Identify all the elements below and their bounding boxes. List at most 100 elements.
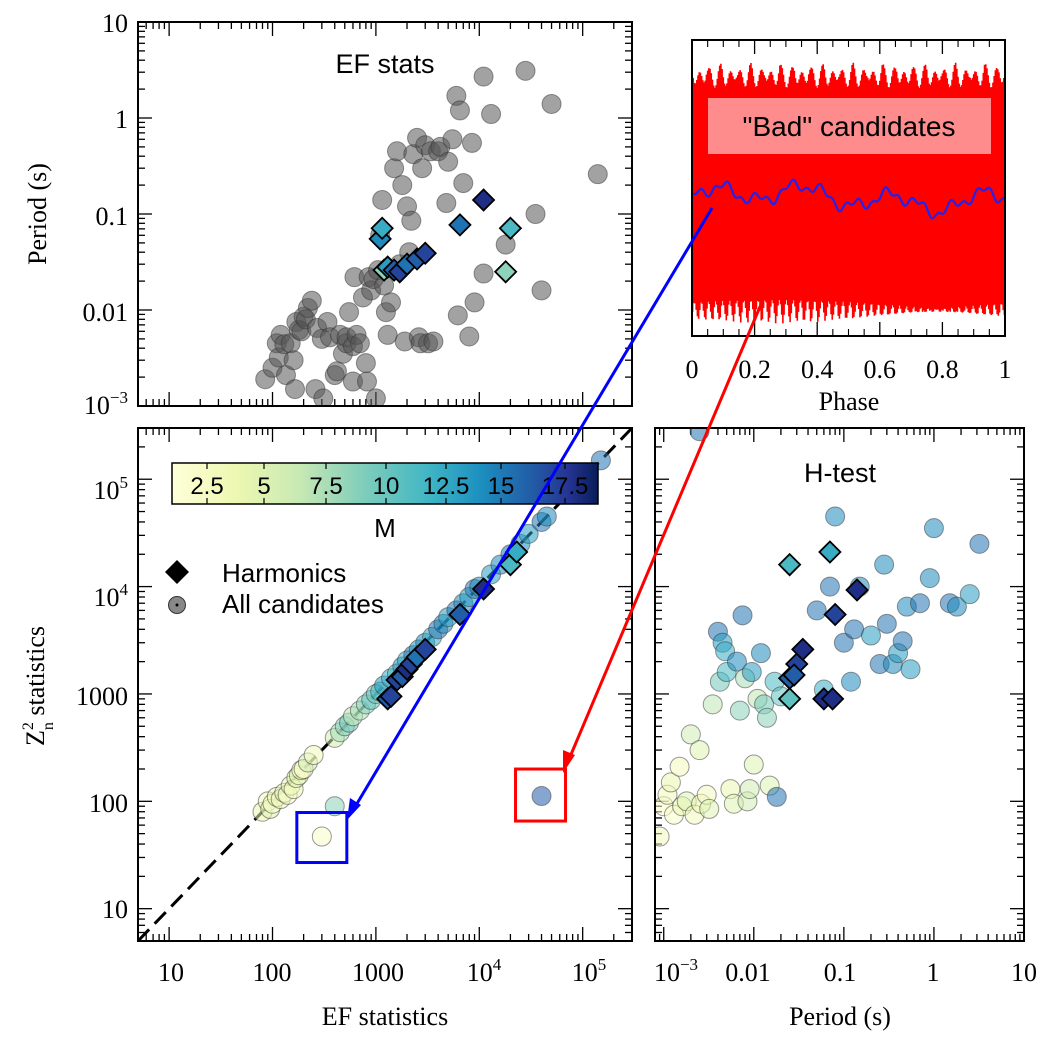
ef-candidate-point bbox=[473, 66, 494, 87]
bad-title-background bbox=[708, 98, 991, 154]
zn-xtick-label: 10 bbox=[158, 958, 184, 987]
bad-profile-trace bbox=[692, 62, 1005, 324]
ef-harmonic-point bbox=[413, 241, 437, 266]
h-candidate-point bbox=[946, 596, 967, 617]
ef-candidate-point bbox=[392, 175, 413, 196]
colorbar-tick-label: 12.5 bbox=[423, 473, 470, 500]
h-xtick-label: 10 bbox=[1011, 958, 1037, 987]
arrows bbox=[347, 207, 772, 820]
h-candidate-point bbox=[699, 798, 720, 819]
ef-candidate-point bbox=[453, 173, 474, 194]
blue-arrow-head bbox=[347, 798, 361, 820]
bad-frame bbox=[691, 39, 1006, 337]
ef-candidate-point bbox=[313, 388, 334, 406]
ef-candidate-point bbox=[525, 204, 546, 224]
zn-harmonic-point bbox=[448, 602, 472, 627]
ef-ytick-label: 0.1 bbox=[96, 202, 129, 231]
colorbar-tick-label: 5 bbox=[257, 473, 270, 500]
zn-candidate-point bbox=[536, 506, 557, 527]
bad-xtick-label: 0 bbox=[686, 355, 699, 384]
bad-xtick-label: 0.6 bbox=[864, 355, 897, 384]
zn-xtick-label: 100 bbox=[253, 958, 292, 987]
h-xtick-label: 0.1 bbox=[824, 958, 857, 987]
zn-candidate-point bbox=[303, 745, 324, 766]
red-arrow-line bbox=[565, 282, 772, 765]
h-candidate-point bbox=[919, 568, 940, 589]
ef-harmonic-point bbox=[493, 260, 518, 284]
bad-traces bbox=[692, 62, 1005, 324]
h-xtick-label: 0.01 bbox=[725, 958, 771, 987]
ef-candidate-point bbox=[326, 361, 347, 382]
blue-highlight-box bbox=[295, 811, 349, 865]
bad-xtick-label: 1 bbox=[999, 355, 1012, 384]
ef-candidate-point bbox=[423, 331, 444, 352]
zn-harmonic-point bbox=[379, 684, 403, 709]
h-candidate-point bbox=[732, 605, 753, 626]
colorbar-tick-label: 10 bbox=[373, 473, 400, 500]
ef-harmonic-point bbox=[471, 188, 496, 212]
ef-candidate-point bbox=[515, 60, 536, 81]
ef-candidate-point bbox=[387, 141, 408, 162]
colorbar-tick-label: 2.5 bbox=[190, 473, 223, 500]
h-harmonic-point bbox=[818, 540, 842, 564]
h-candidate-point bbox=[806, 600, 827, 621]
ef-candidate-point bbox=[377, 324, 398, 345]
h-candidate-point bbox=[655, 826, 670, 847]
ef-harmonic-point bbox=[368, 227, 392, 251]
h-frame bbox=[654, 427, 1025, 942]
ef-candidate-point bbox=[355, 353, 376, 374]
h-candidate-point bbox=[743, 754, 764, 775]
ef-harmonic-point bbox=[448, 213, 472, 237]
h-harmonic-point bbox=[823, 602, 847, 627]
h-candidate-point bbox=[900, 659, 921, 680]
h-candidate-point bbox=[680, 724, 701, 745]
ef-candidate-point bbox=[464, 292, 485, 313]
ef-ticks bbox=[137, 21, 633, 407]
h-candidate-point bbox=[909, 593, 930, 614]
ef-candidate-point bbox=[447, 305, 468, 326]
ef-candidate-point bbox=[384, 158, 405, 179]
zn-points bbox=[252, 450, 611, 847]
ef-ytick-label: 0.01 bbox=[83, 298, 129, 327]
h-candidate-point bbox=[892, 631, 913, 652]
zn-candidate-point bbox=[324, 796, 345, 817]
h-candidate-point bbox=[729, 700, 750, 721]
ef-candidate-point bbox=[349, 333, 370, 354]
zn-xtick-label-pow: 105 bbox=[572, 955, 607, 987]
zn-frame bbox=[137, 427, 633, 942]
panel-zn2-vs-ef: 2.5 5 7.5 10 12.5 15 17.5 M Harmonics Al… bbox=[20, 427, 633, 1031]
ef-frame bbox=[137, 21, 633, 407]
blue-arrow-line bbox=[350, 207, 714, 813]
zn-ylabel: Zn2 statistics bbox=[20, 626, 57, 746]
zn-ytick-label: 1000 bbox=[76, 682, 128, 711]
legend: Harmonics All candidates bbox=[165, 558, 384, 619]
colorbar-label: M bbox=[374, 513, 396, 543]
h-candidate-point bbox=[969, 533, 990, 554]
ef-candidate-point bbox=[442, 129, 463, 150]
ef-candidate-point bbox=[381, 292, 402, 313]
h-candidate-point bbox=[689, 740, 710, 761]
zn-ytick-label: 10 bbox=[102, 895, 128, 924]
h-candidate-point bbox=[819, 576, 840, 597]
ef-candidate-point bbox=[436, 193, 457, 214]
h-candidate-point bbox=[876, 613, 897, 634]
ef-candidate-point bbox=[301, 290, 322, 311]
zn-ytick-labels: 105 104 1000 100 10 bbox=[76, 473, 129, 924]
colorbar: 2.5 5 7.5 10 12.5 15 17.5 M bbox=[171, 462, 599, 543]
bad-xtick-label: 0.4 bbox=[801, 355, 834, 384]
h-candidate-point bbox=[750, 643, 771, 664]
ef-candidate-point bbox=[449, 100, 470, 121]
h-harmonic-point bbox=[820, 687, 845, 711]
h-xtick-labels: 10−3 0.01 0.1 1 10 bbox=[654, 955, 1037, 987]
colorbar-tick-labels: 2.5 5 7.5 10 12.5 15 17.5 bbox=[190, 473, 588, 500]
zn-candidate-point bbox=[311, 826, 332, 847]
h-candidate-point bbox=[840, 671, 861, 692]
ef-candidate-point bbox=[481, 104, 502, 125]
bad-xtick-label: 0.8 bbox=[926, 355, 959, 384]
bad-xlabel: Phase bbox=[819, 387, 880, 416]
red-highlight-box bbox=[514, 767, 568, 823]
ef-candidate-point bbox=[473, 263, 494, 284]
h-candidate-point bbox=[702, 694, 723, 715]
ef-harmonic-point bbox=[498, 216, 523, 241]
